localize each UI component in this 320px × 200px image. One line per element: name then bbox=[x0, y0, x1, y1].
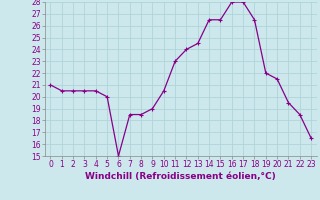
X-axis label: Windchill (Refroidissement éolien,°C): Windchill (Refroidissement éolien,°C) bbox=[85, 172, 276, 181]
